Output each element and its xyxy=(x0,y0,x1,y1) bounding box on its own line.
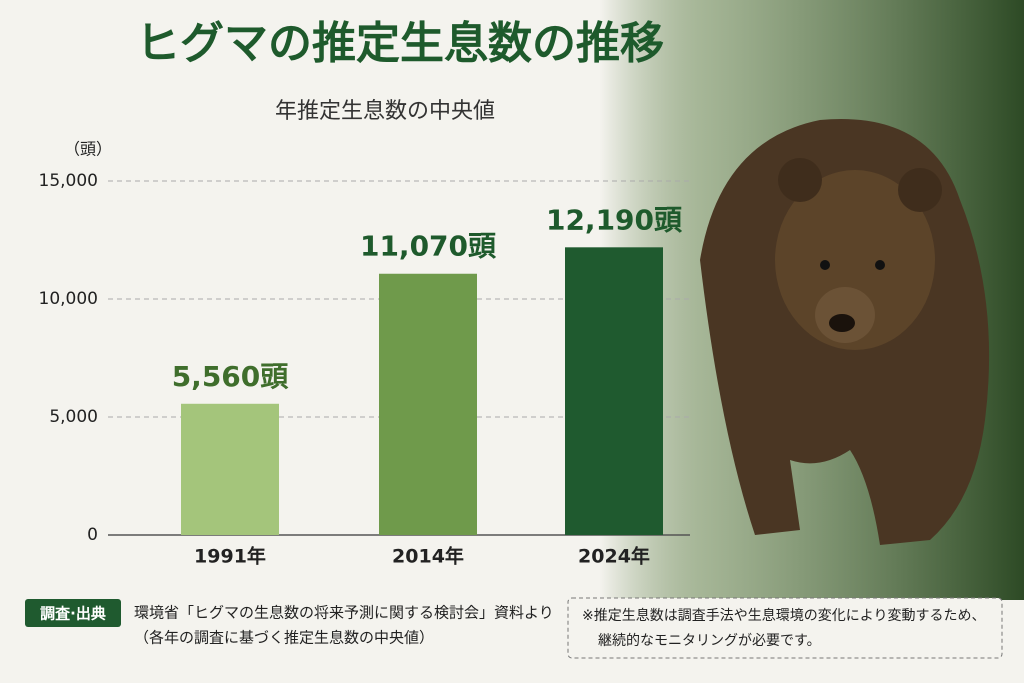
value-label: 11,070頭 xyxy=(360,230,497,263)
value-label: 5,560頭 xyxy=(172,360,290,393)
bar xyxy=(565,247,663,536)
source-text: （各年の調査に基づく推定生息数の中央値） xyxy=(134,629,434,647)
value-label: 12,190頭 xyxy=(546,203,683,236)
x-tick-label: 2014年 xyxy=(392,545,464,568)
x-tick-label: 1991年 xyxy=(194,545,266,568)
y-axis-label: （頭） xyxy=(64,140,112,159)
bear-illustration xyxy=(700,119,990,545)
y-tick-label: 0 xyxy=(87,525,98,545)
note-box xyxy=(567,597,1003,659)
x-tick-label: 2024年 xyxy=(578,545,650,568)
source-label: 調査·出典 xyxy=(40,605,106,623)
y-tick-label: 10,000 xyxy=(39,289,98,309)
y-tick-label: 15,000 xyxy=(39,171,98,191)
source-text: 環境省「ヒグマの生息数の将来予測に関する検討会」資料より xyxy=(134,604,554,622)
note-text: 継続的なモニタリングが必要です。 xyxy=(598,632,821,649)
bar xyxy=(181,403,279,535)
bar xyxy=(379,273,477,535)
note-text: ※推定生息数は調査手法や生息環境の変化により変動するため、 xyxy=(582,607,985,624)
y-tick-label: 5,000 xyxy=(49,407,98,427)
chart-title: ヒグマの推定生息数の推移 xyxy=(136,18,664,69)
chart-subtitle: 年推定生息数の中央値 xyxy=(275,99,495,124)
source-badge xyxy=(25,599,121,627)
